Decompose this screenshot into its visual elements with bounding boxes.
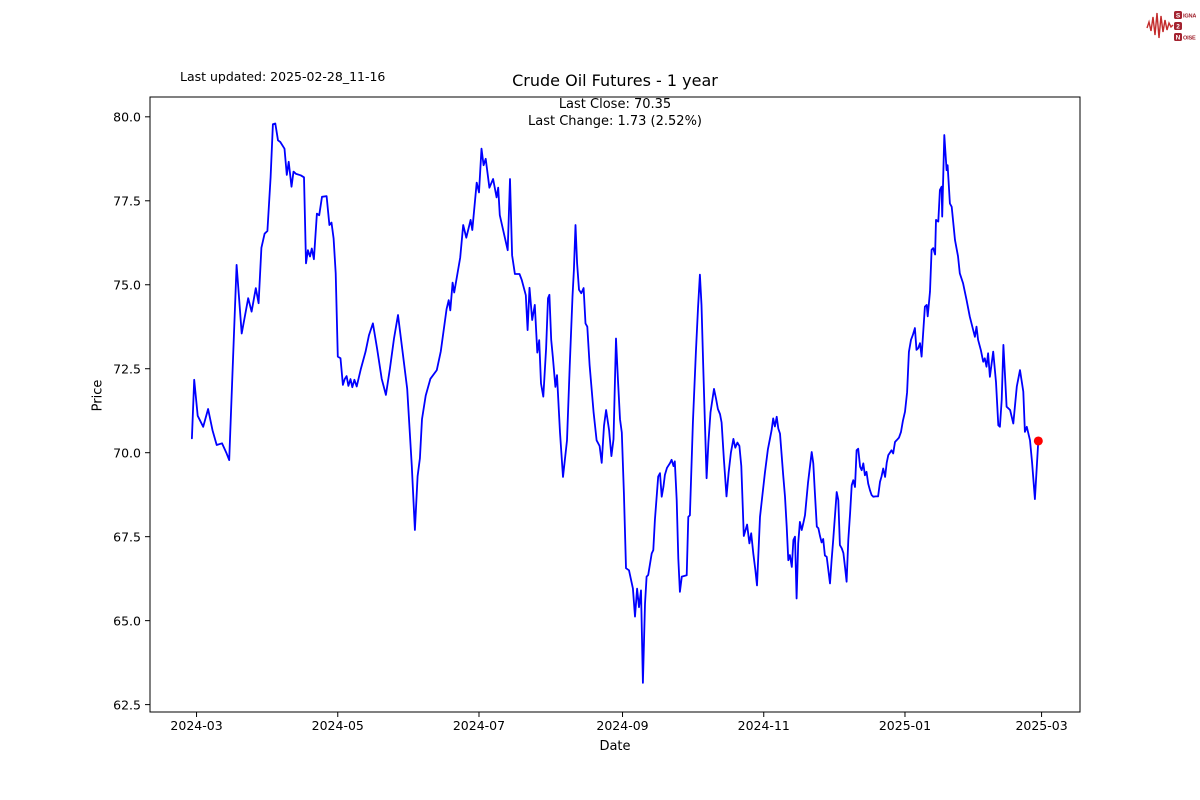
x-tick-label: 2025-01 <box>878 718 932 733</box>
logo-word: OISE <box>1183 36 1196 42</box>
y-tick-label: 75.0 <box>113 277 141 293</box>
logo-badge-letter: 2 <box>1176 23 1180 30</box>
logo-badge-letter: N <box>1176 34 1181 41</box>
y-tick-label: 77.5 <box>113 193 141 209</box>
last-close-annotation: Last Close: 70.35 <box>558 97 672 112</box>
last-close-marker <box>1033 436 1043 446</box>
waveform-icon <box>1146 12 1174 39</box>
y-tick-label: 72.5 <box>113 361 141 377</box>
last-updated-text: Last updated: 2025-02-28_11-16 <box>180 69 386 84</box>
logo-word: IGNAL <box>1183 14 1196 20</box>
price-line <box>190 122 1040 684</box>
chart-title: Crude Oil Futures - 1 year <box>512 71 718 90</box>
x-tick-label: 2024-03 <box>170 718 223 733</box>
last-change-annotation: Last Change: 1.73 (2.52%) <box>527 114 702 129</box>
y-tick-label: 70.0 <box>113 445 141 461</box>
logo-badge-letter: S <box>1176 12 1181 19</box>
y-tick-label: 62.5 <box>113 697 141 713</box>
x-tick-label: 2024-05 <box>311 718 364 733</box>
y-axis-label: Price <box>90 379 106 412</box>
logo-badge <box>1174 11 1182 19</box>
logo-badge <box>1174 22 1182 30</box>
y-tick-label: 65.0 <box>113 613 141 629</box>
x-tick-label: 2024-11 <box>737 718 790 733</box>
x-tick-label: 2024-09 <box>596 718 649 733</box>
x-tick-label: 2024-07 <box>452 718 506 733</box>
y-tick-label: 67.5 <box>113 529 141 545</box>
logo-badge <box>1174 33 1182 41</box>
x-tick-label: 2025-03 <box>1015 718 1068 733</box>
x-axis-label: Date <box>599 739 631 754</box>
y-tick-label: 80.0 <box>113 109 141 125</box>
